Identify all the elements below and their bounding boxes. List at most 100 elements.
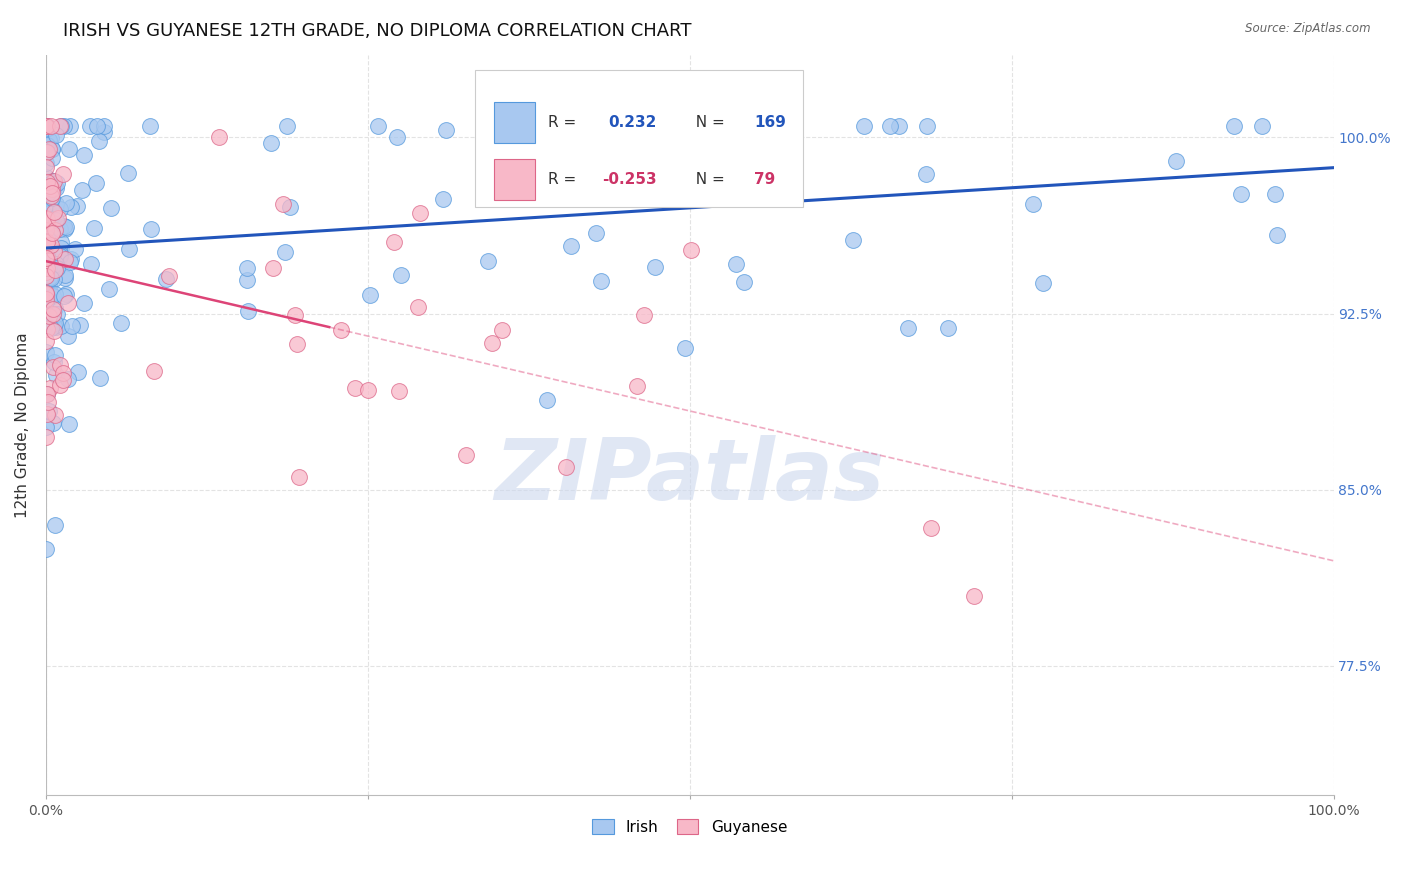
Point xyxy=(67,365,90,379)
Point xyxy=(37,191,59,205)
Point xyxy=(41,142,63,156)
Point xyxy=(271,196,294,211)
Point xyxy=(276,119,298,133)
Point xyxy=(44,272,66,286)
Point xyxy=(763,119,786,133)
Point xyxy=(591,274,613,288)
Point xyxy=(963,589,986,603)
Point xyxy=(41,151,63,165)
Point xyxy=(37,386,59,401)
Point xyxy=(139,222,162,236)
Point xyxy=(59,252,82,267)
Point xyxy=(41,226,63,240)
Point xyxy=(49,246,72,260)
Point xyxy=(55,219,77,234)
Point xyxy=(35,169,58,184)
Point xyxy=(49,119,72,133)
Point xyxy=(35,222,58,236)
Point xyxy=(37,186,59,201)
Point xyxy=(624,169,647,183)
Text: ZIPatlas: ZIPatlas xyxy=(495,435,884,518)
Point xyxy=(37,291,59,305)
Point xyxy=(936,321,959,335)
Point xyxy=(39,271,62,285)
Point xyxy=(619,119,641,133)
Point xyxy=(89,371,111,385)
Point xyxy=(58,372,80,386)
Point xyxy=(477,253,499,268)
Point xyxy=(39,199,62,213)
Point xyxy=(45,319,67,334)
Point xyxy=(70,183,93,197)
Point xyxy=(53,252,76,266)
Point xyxy=(45,246,67,260)
Point xyxy=(35,268,58,283)
Point xyxy=(236,260,259,275)
Point xyxy=(35,145,58,160)
Point xyxy=(1223,119,1246,133)
Point xyxy=(35,249,58,263)
Point xyxy=(288,470,311,484)
Point xyxy=(39,178,62,193)
Point xyxy=(79,119,101,133)
Point xyxy=(409,205,432,219)
Point xyxy=(536,392,558,407)
Point xyxy=(52,373,75,387)
Point xyxy=(48,377,70,392)
Point xyxy=(39,270,62,285)
Point xyxy=(45,212,67,227)
Point xyxy=(37,119,59,133)
Point xyxy=(675,341,697,355)
Point xyxy=(1164,154,1187,169)
Point xyxy=(52,119,75,133)
Point xyxy=(86,119,108,133)
Point xyxy=(889,119,911,133)
Point xyxy=(49,222,72,236)
Point xyxy=(38,404,60,418)
Point xyxy=(42,416,65,430)
Point xyxy=(87,134,110,148)
Point xyxy=(45,368,67,382)
Point xyxy=(35,334,58,348)
Point xyxy=(38,174,60,188)
Point xyxy=(52,167,75,181)
Point xyxy=(44,517,66,532)
Point xyxy=(37,387,59,401)
Point xyxy=(93,119,115,133)
Point xyxy=(37,120,59,135)
Point xyxy=(671,119,693,133)
Point xyxy=(274,244,297,259)
Point xyxy=(1022,197,1045,211)
Text: 169: 169 xyxy=(754,115,786,130)
Point xyxy=(49,235,72,249)
Point xyxy=(45,181,67,195)
Point xyxy=(432,192,454,206)
Point xyxy=(41,359,63,374)
Point xyxy=(749,183,772,197)
Point xyxy=(52,366,75,380)
Point xyxy=(208,130,231,145)
Point xyxy=(139,119,162,133)
Point xyxy=(1265,227,1288,242)
Point xyxy=(389,268,412,282)
Point xyxy=(37,212,59,227)
Point xyxy=(41,142,63,156)
Point xyxy=(915,168,938,182)
Point xyxy=(44,408,66,422)
Point xyxy=(56,296,79,310)
Point xyxy=(39,238,62,252)
Point xyxy=(44,204,66,219)
Point xyxy=(633,308,655,322)
Point xyxy=(63,242,86,256)
Point xyxy=(56,329,79,343)
Text: Source: ZipAtlas.com: Source: ZipAtlas.com xyxy=(1246,22,1371,36)
Point xyxy=(38,142,60,156)
Point xyxy=(51,319,73,334)
Point xyxy=(118,242,141,256)
Point xyxy=(704,138,727,153)
Point xyxy=(49,202,72,216)
Point xyxy=(35,277,58,291)
Point xyxy=(35,286,58,301)
Point xyxy=(45,220,67,235)
Point xyxy=(59,119,82,133)
